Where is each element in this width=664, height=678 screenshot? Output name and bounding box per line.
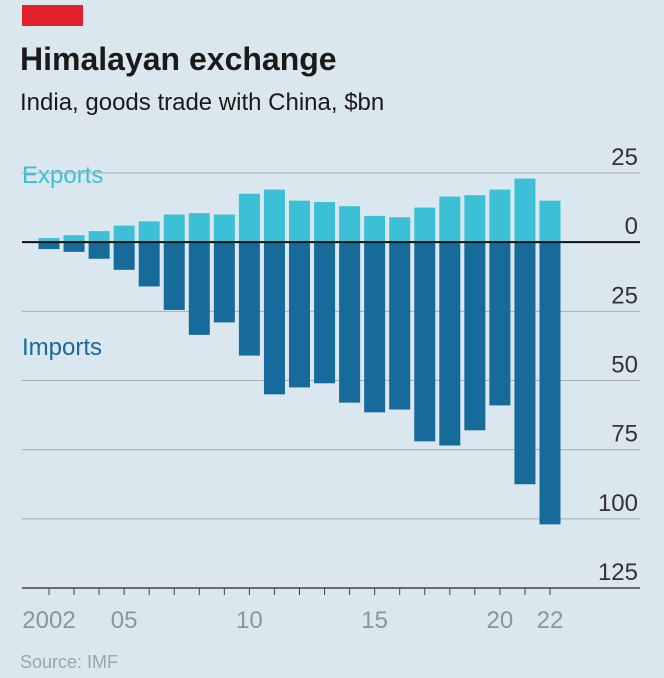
bar — [364, 215, 386, 243]
bar — [539, 242, 561, 525]
x-tick-label: 2002 — [22, 607, 75, 634]
bar — [489, 189, 511, 243]
bar — [339, 206, 361, 243]
bar — [188, 213, 210, 243]
bar — [314, 202, 336, 243]
x-tick-label: 15 — [361, 607, 388, 634]
bar — [289, 242, 310, 388]
bar — [263, 189, 285, 243]
bar — [263, 242, 285, 395]
bar — [88, 242, 110, 259]
x-tick-label: 20 — [487, 607, 514, 634]
bar — [63, 235, 85, 243]
bar — [439, 196, 461, 243]
y-tick-label: 75 — [611, 421, 638, 448]
bar — [113, 225, 135, 243]
bar — [88, 231, 110, 243]
x-tick-label: 10 — [236, 607, 263, 634]
bar — [138, 221, 160, 243]
source: Source: IMF — [20, 652, 118, 672]
bar — [339, 242, 361, 403]
bar — [414, 207, 436, 243]
bar — [213, 242, 235, 323]
bar — [188, 242, 210, 335]
bar — [514, 242, 536, 485]
y-tick-label: 125 — [598, 559, 638, 586]
bar — [414, 242, 436, 442]
bar — [113, 242, 135, 270]
bar — [439, 242, 461, 446]
bar — [213, 214, 235, 243]
bar — [163, 242, 185, 310]
bar — [38, 242, 60, 250]
bar — [163, 214, 185, 243]
bar — [63, 242, 85, 252]
chart-subtitle: India, goods trade with China, $bn — [20, 89, 384, 116]
bar — [138, 242, 160, 287]
bar — [514, 178, 536, 243]
bar — [389, 242, 411, 410]
y-tick-label: 0 — [625, 213, 638, 240]
bar — [389, 217, 411, 243]
y-tick-label: 25 — [611, 282, 638, 309]
bar — [38, 238, 60, 243]
bar — [289, 200, 310, 243]
bar — [314, 242, 336, 384]
bar — [464, 242, 486, 431]
bar — [464, 195, 486, 243]
brand-tag — [22, 5, 83, 26]
bar — [238, 193, 260, 243]
bar — [238, 242, 260, 356]
x-tick-label: 05 — [111, 607, 138, 634]
legend-label: Exports — [22, 162, 103, 189]
bar — [364, 242, 386, 413]
legend-label: Imports — [22, 334, 102, 361]
x-tick-label: 22 — [537, 607, 564, 634]
chart-title: Himalayan exchange — [20, 41, 337, 77]
y-tick-label: 50 — [611, 352, 638, 379]
bar — [539, 200, 561, 243]
bar — [489, 242, 511, 406]
y-tick-label: 25 — [611, 144, 638, 171]
y-tick-label: 100 — [598, 490, 638, 517]
